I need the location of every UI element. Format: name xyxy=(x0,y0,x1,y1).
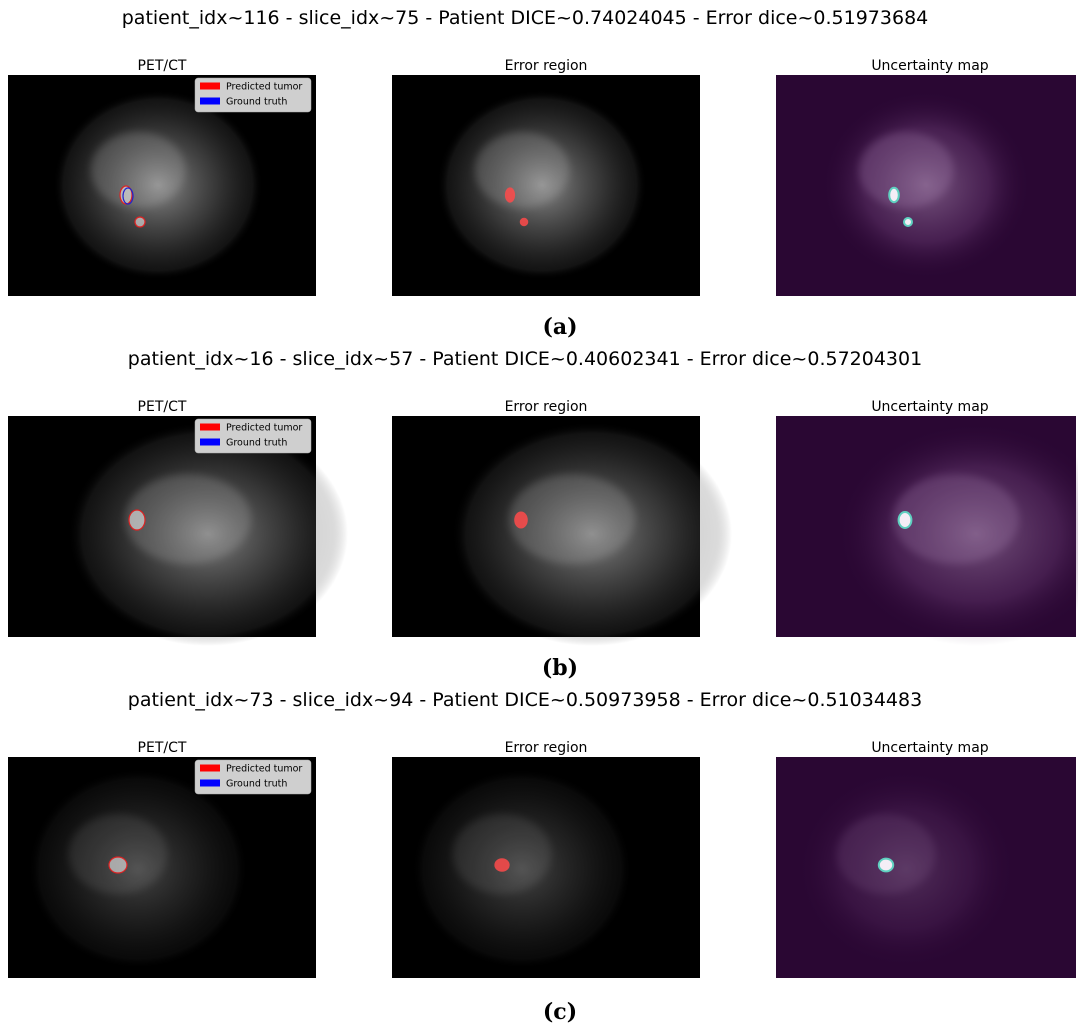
legend-swatch xyxy=(200,439,220,446)
caption: (c) xyxy=(543,999,577,1025)
error-region xyxy=(520,218,529,227)
panel-title: Error region xyxy=(505,58,588,74)
legend-label: Ground truth xyxy=(226,97,287,108)
error-region xyxy=(514,512,528,529)
legend-label: Ground truth xyxy=(226,779,287,790)
legend-label: Ground truth xyxy=(226,438,287,449)
hotspot xyxy=(475,132,570,208)
image-panel xyxy=(392,416,732,646)
figure: patient_idx~116 - slice_idx~75 - Patient… xyxy=(0,0,1078,1030)
hotspot xyxy=(453,814,552,894)
hotspot xyxy=(69,814,168,894)
legend-swatch xyxy=(200,98,220,105)
row-title: patient_idx~73 - slice_idx~94 - Patient … xyxy=(128,689,922,711)
panel-title: PET/CT xyxy=(138,399,187,415)
uncertainty-spot xyxy=(889,188,899,202)
legend-label: Predicted tumor xyxy=(226,423,302,434)
uncertainty-spot xyxy=(899,512,912,528)
row-title: patient_idx~16 - slice_idx~57 - Patient … xyxy=(128,348,922,370)
panel-title: Uncertainty map xyxy=(871,399,988,415)
legend-swatch xyxy=(200,780,220,787)
page: patient_idx~116 - slice_idx~75 - Patient… xyxy=(0,0,1078,1030)
panel-title: Uncertainty map xyxy=(871,740,988,756)
error-region xyxy=(505,187,515,202)
row-title: patient_idx~116 - slice_idx~75 - Patient… xyxy=(122,7,929,29)
caption: (b) xyxy=(542,655,578,681)
hotspot xyxy=(859,132,954,208)
legend: Predicted tumor Ground truth xyxy=(195,760,311,794)
legend: Predicted tumor Ground truth xyxy=(195,419,311,453)
hotspot xyxy=(837,814,936,894)
legend-swatch xyxy=(200,765,220,772)
image-panel xyxy=(392,75,700,296)
legend-swatch xyxy=(200,424,220,431)
image-panel xyxy=(776,75,1076,296)
image-panel xyxy=(776,416,1078,646)
hotspot xyxy=(91,132,186,208)
legend-label: Predicted tumor xyxy=(226,764,302,775)
legend: Predicted tumor Ground truth xyxy=(195,78,311,112)
panel-title: PET/CT xyxy=(138,58,187,74)
error-region xyxy=(494,858,509,872)
legend-swatch xyxy=(200,83,220,90)
image-panel xyxy=(776,757,1076,978)
image-panel xyxy=(392,757,700,978)
panel-title: Error region xyxy=(505,399,588,415)
panel-title: Uncertainty map xyxy=(871,58,988,74)
panel-title: PET/CT xyxy=(138,740,187,756)
hotspot xyxy=(509,474,635,564)
uncertainty-spot xyxy=(904,218,912,226)
panel-title: Error region xyxy=(505,740,588,756)
uncertainty-spot xyxy=(879,859,893,872)
legend-label: Predicted tumor xyxy=(226,82,302,93)
caption: (a) xyxy=(542,314,577,340)
